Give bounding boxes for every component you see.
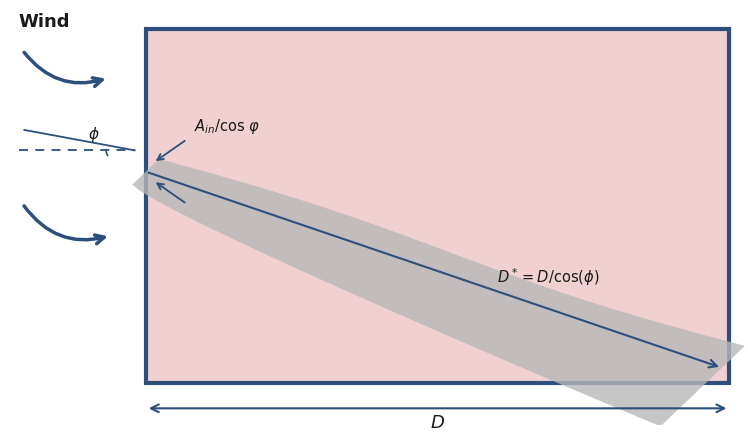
Text: $D^* = D/\cos(\phi)$: $D^* = D/\cos(\phi)$ xyxy=(497,266,599,287)
Polygon shape xyxy=(132,160,745,426)
Text: $D$: $D$ xyxy=(430,414,445,431)
Text: $\phi$: $\phi$ xyxy=(88,125,99,143)
Bar xyxy=(146,30,729,383)
Text: Wind: Wind xyxy=(19,13,70,31)
Text: $A_{in}/\cos\,\varphi$: $A_{in}/\cos\,\varphi$ xyxy=(194,117,261,136)
